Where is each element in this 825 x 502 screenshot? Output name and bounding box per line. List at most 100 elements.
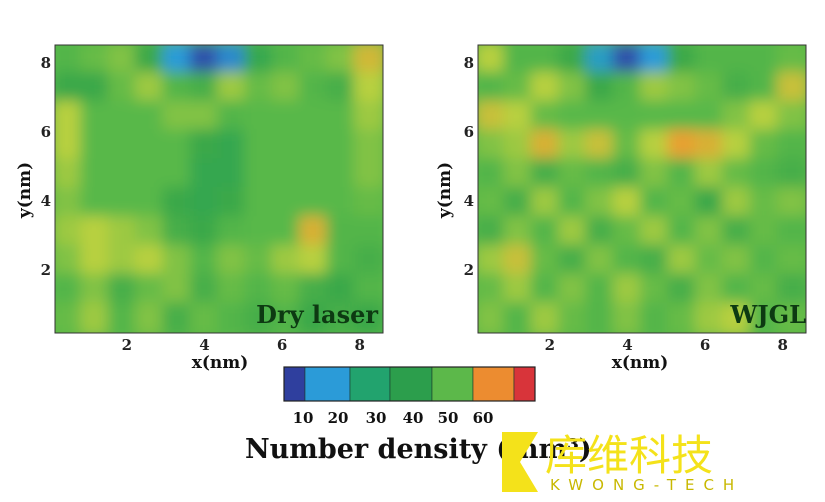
heatmap-cell [326,71,358,105]
heatmap-cell [667,100,699,134]
heatmap-cell [503,129,535,163]
heatmap-cell [749,129,781,163]
heatmap-cell [640,71,672,105]
heatmap-cell [162,129,194,163]
colorbar-segment [472,366,515,402]
colorbar-tick: 20 [328,409,349,427]
heatmap-cell [503,273,535,307]
heatmap-cell [162,244,194,278]
heatmap-cell [299,302,331,333]
x-tick-label: 2 [545,336,555,354]
heatmap-cell [244,100,276,134]
heatmap-cell [558,45,590,76]
heatmap-cell [189,187,221,220]
heatmap-cell [749,187,781,220]
colorbar-segment [431,366,474,402]
heatmap-cell [326,45,358,76]
heatmap-cell [135,244,167,278]
heatmap-cell [244,215,276,249]
heatmap-cell [271,45,303,76]
heatmap-cell [478,129,508,163]
heatmap-cell [135,71,167,105]
heatmap-cell [640,187,672,220]
heatmap-cell [503,187,535,220]
heatmap-cell [478,158,508,191]
heatmap-cell [189,158,221,191]
heatmap-cell [353,187,383,220]
heatmap-cell [107,129,139,163]
heatmap-cell [530,45,562,76]
heatmap-cell [749,244,781,278]
heatmap-cell [107,158,139,191]
heatmap-cell [326,187,358,220]
colorbar-tick: 40 [403,409,424,427]
y-tick-label: 2 [41,261,51,279]
heatmap-cell [694,215,726,249]
heatmap-cell [299,215,331,249]
heatmap-cell [558,244,590,278]
heatmap-cell [299,158,331,191]
x-tick-label: 2 [122,336,132,354]
heatmap-cell [585,302,617,333]
heatmap-cell [612,187,644,220]
heatmap-cell [189,100,221,134]
heatmap-cell [478,45,508,76]
x-tick-label: 6 [700,336,710,354]
heatmap-cell [640,215,672,249]
heatmap-cell [326,215,358,249]
heatmap-cell [55,100,85,134]
heatmap-cell [694,273,726,307]
y-tick-label: 8 [464,54,474,72]
heatmap-cell [530,158,562,191]
logo-text-cn: 库维科技 [545,431,713,480]
heatmap-cell [189,302,221,333]
heatmap-cells [55,45,383,333]
heatmap-cell [612,71,644,105]
heatmap-cell [640,158,672,191]
heatmap-cell [135,215,167,249]
heatmap-cell [503,100,535,134]
heatmap-cell [585,187,617,220]
heatmap-cell [503,45,535,76]
heatmap-cell [189,129,221,163]
heatmap-cell [326,273,358,307]
heatmap-cell [299,273,331,307]
heatmap-cell [244,302,276,333]
heatmap-cell [612,100,644,134]
y-axis-label: y(nm) [435,162,455,219]
heatmap-cell [558,302,590,333]
heatmap-cell [612,244,644,278]
heatmap-cell [217,273,249,307]
y-tick-label: 4 [41,192,51,210]
heatmap-cell [299,129,331,163]
heatmap-cell [271,302,303,333]
colorbar-segment [349,366,391,402]
heatmap-cell [271,187,303,220]
heatmap-cell [530,71,562,105]
heatmap-cell [612,129,644,163]
heatmap-cell [776,158,806,191]
heatmap-cell [585,158,617,191]
heatmap-cell [667,129,699,163]
heatmap-cell [530,129,562,163]
heatmap-cell [189,244,221,278]
heatmap-cell [80,71,112,105]
heatmap-cell [80,273,112,307]
heatmap-cell [353,129,383,163]
heatmap-cell [80,45,112,76]
heatmap-cell [694,71,726,105]
heatmap-cell [217,187,249,220]
heatmap-cell [244,187,276,220]
heatmap-cell [640,129,672,163]
heatmap-cell [189,45,221,76]
heatmap-cell [503,71,535,105]
heatmap-cell [694,158,726,191]
heatmap-cell [612,215,644,249]
heatmap-cell [244,273,276,307]
heatmap-cell [478,244,508,278]
heatmap-cell [694,244,726,278]
heatmap-cell [585,45,617,76]
x-axis-label: x(nm) [192,353,249,373]
heatmap-cell [353,158,383,191]
